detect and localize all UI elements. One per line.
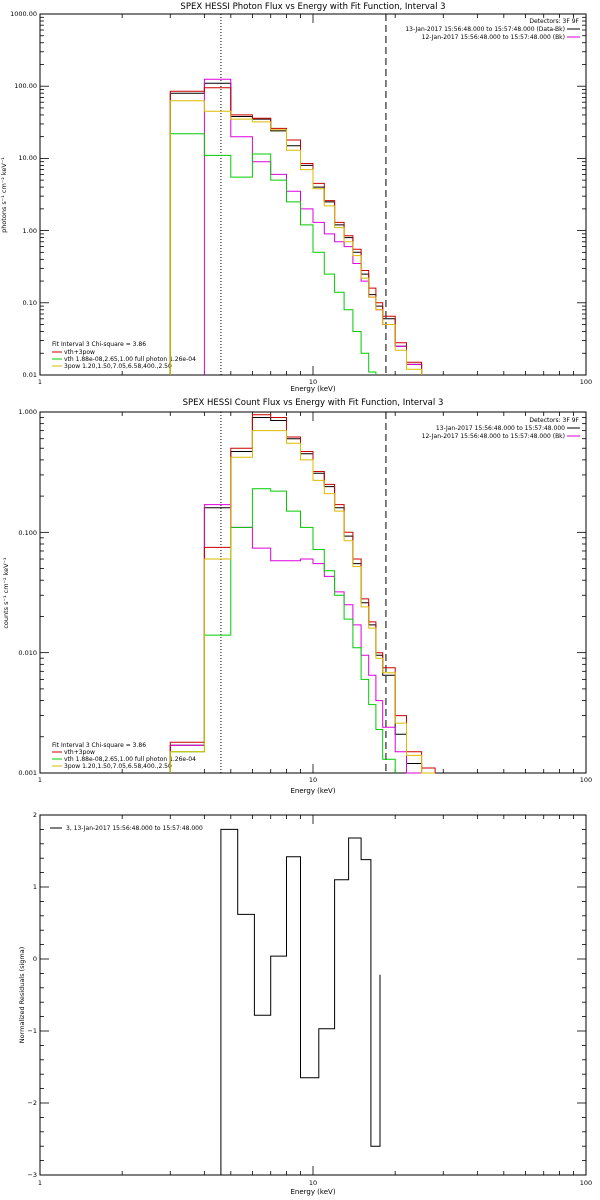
count-title: SPEX HESSI Count Flux vs Energy with Fit… — [183, 398, 444, 408]
count-y-tick-label-2: 0.100 — [18, 529, 37, 537]
photon-x-tick-label-100: 100 — [580, 378, 592, 386]
count-time-label-1: 13-Jan-2017 15:56:48.000 to 15:57:48.000 — [436, 425, 565, 432]
resid-series-group — [220, 828, 381, 1175]
count-fit-header: Fit Interval 3 Chi-square = 3.86 — [52, 742, 146, 749]
photon-series-3 — [169, 133, 377, 375]
photon-title: SPEX HESSI Photon Flux vs Energy with Fi… — [180, 2, 445, 12]
count-x-tick-label-10: 10 — [309, 776, 317, 784]
resid-axis-ticks — [39, 814, 586, 1176]
photon-fit-legend-2: vth 1.88e-08,2.65,1.00 full photon 1.26e… — [64, 356, 196, 363]
photon-detectors: Detectors: 3F 9F — [529, 18, 579, 25]
photon-time-label-2: 12-Jan-2017 15:56:48.000 to 15:57:48.000… — [422, 34, 565, 41]
count-fit-legend-2: vth 1.88e-08,2.65,1.00 full photon 1.26e… — [64, 756, 196, 763]
resid-legend: 3, 13-Jan-2017 15:56:48.000 to 15:57:48.… — [66, 825, 203, 832]
count-xlabel: Energy (keV) — [290, 787, 335, 795]
photon-plot-frame — [39, 13, 587, 376]
count-x-tick-label-1: 1 — [38, 776, 42, 784]
photon-fit-legend-3: 3pow 1.20,1.50,7.05,6.58,400.,2.50 — [64, 363, 172, 370]
photon-panel: SPEX HESSI Photon Flux vs Energy with Fi… — [0, 2, 592, 393]
count-y-tick-label-3: 1.000 — [18, 408, 37, 416]
resid-y-tick-label-2: −1 — [27, 1027, 37, 1035]
count-axis-ticks — [39, 411, 586, 774]
count-reference-lines — [220, 412, 387, 773]
photon-ylabel: photons s⁻¹ cm⁻² keV⁻¹ — [0, 157, 8, 233]
photon-y-tick-label-0: 0.01 — [23, 371, 37, 379]
count-series-group — [169, 414, 436, 774]
resid-xlabel: Energy (keV) — [290, 1188, 335, 1196]
resid-y-tick-label-4: 1 — [33, 883, 37, 891]
photon-axis-ticks — [39, 13, 586, 376]
photon-fit-header: Fit Interval 3 Chi-square = 3.86 — [52, 341, 146, 348]
count-y-tick-label-0: 0.001 — [18, 769, 37, 777]
count-detectors: Detectors: 3F 9F — [529, 417, 579, 424]
photon-reference-lines — [220, 14, 387, 375]
photon-series-2 — [169, 87, 423, 375]
count-y-tick-label-1: 0.010 — [18, 649, 37, 657]
photon-y-tick-label-2: 1.00 — [23, 227, 37, 235]
photon-time-label-1: 13-Jan-2017 15:56:48.000 to 15:57:48.000… — [405, 26, 565, 33]
count-fit-legend-3: 3pow 1.20,1.50,7.05,6.58,400.,2.50 — [64, 763, 172, 770]
count-fit-legend-1: vth+3pow — [64, 749, 95, 756]
photon-y-tick-label-3: 10.00 — [18, 154, 37, 162]
resid-y-tick-label-3: 0 — [33, 955, 37, 963]
count-series-3 — [169, 488, 396, 773]
photon-x-tick-label-1: 1 — [38, 378, 42, 386]
resid-ylabel: Normalized Residuals (sigma) — [18, 947, 26, 1044]
count-time-label-2: 12-Jan-2017 15:56:48.000 to 15:57:48.000… — [422, 433, 565, 440]
photon-series-group — [169, 78, 423, 375]
photon-x-tick-label-10: 10 — [309, 378, 317, 386]
resid-x-tick-label-1: 1 — [38, 1179, 42, 1187]
photon-series-4 — [169, 100, 423, 375]
resid-series-0 — [220, 828, 381, 1175]
photon-y-tick-label-4: 100.00 — [14, 82, 37, 90]
resid-plot-frame — [39, 814, 587, 1176]
photon-series-0 — [169, 82, 423, 375]
resid-y-tick-label-5: 2 — [33, 811, 37, 819]
count-series-1 — [169, 504, 422, 774]
count-ylabel: counts s⁻¹ cm⁻² keV⁻¹ — [2, 557, 10, 629]
resid-x-tick-label-10: 10 — [309, 1179, 317, 1187]
photon-xlabel: Energy (keV) — [290, 385, 335, 393]
resid-panel: Normalized Residuals (sigma) Energy (keV… — [18, 811, 592, 1196]
resid-y-tick-label-1: −2 — [27, 1099, 37, 1107]
photon-y-tick-label-1: 0.10 — [23, 299, 37, 307]
count-series-4 — [169, 430, 436, 774]
resid-x-tick-label-100: 100 — [580, 1179, 592, 1187]
count-x-tick-label-100: 100 — [580, 776, 592, 784]
count-panel: SPEX HESSI Count Flux vs Energy with Fit… — [2, 398, 592, 795]
photon-y-tick-label-5: 1000.00 — [10, 10, 37, 18]
resid-y-tick-label-0: −3 — [27, 1171, 37, 1179]
photon-fit-legend-1: vth+3pow — [64, 349, 95, 356]
